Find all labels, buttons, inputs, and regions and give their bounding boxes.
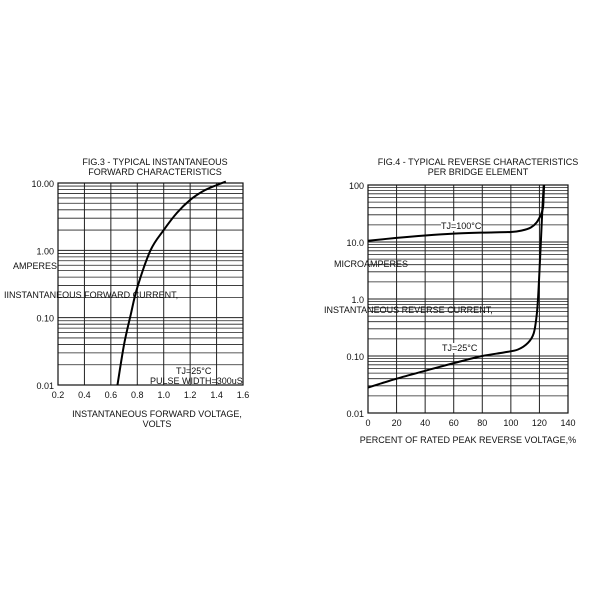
fig4-subtitle: PER BRIDGE ELEMENT	[427, 167, 529, 177]
x-tick-label: 40	[420, 418, 430, 428]
x-tick-label: 120	[532, 418, 547, 428]
plot-frame	[367, 184, 569, 414]
x-tick-label: 60	[449, 418, 459, 428]
plot-frame	[57, 182, 244, 386]
x-tick-label: 80	[477, 418, 487, 428]
y-tick-label: 1.0	[351, 295, 364, 305]
fig4-ylabel-unit: MICROAMPERES	[334, 259, 409, 269]
x-tick-label: 0.4	[78, 390, 91, 400]
y-tick-label: 1.00	[36, 246, 54, 256]
y-tick-label: 0.01	[346, 409, 364, 419]
y-tick-label: 100	[349, 181, 364, 191]
x-tick-label: 20	[392, 418, 402, 428]
fig3-plot: 0.2 0.4 0.6 0.8 1.0 1.2 1.4 1.6 0.01 0.10 1.00 10.0…	[31, 179, 249, 400]
fig3-xlabel: INSTANTANEOUS FORWARD VOLTAGE,	[72, 409, 242, 419]
fig3-ylabel: IINSTANTANEOUS FORWARD CURRENT,	[4, 290, 179, 300]
fig4-series-label-25c: TJ=25°C	[442, 343, 478, 353]
series-line-0	[367, 184, 546, 242]
y-tick-label: 0.01	[36, 381, 54, 391]
y-tick-label: 10.0	[346, 238, 364, 248]
series-line-1	[367, 184, 545, 389]
x-tick-label: 0.8	[131, 390, 144, 400]
y-tick-label: 0.10	[346, 352, 364, 362]
fig3-ylabel-unit: AMPERES	[13, 261, 58, 271]
fig3-annotation-temp: TJ=25°C	[176, 366, 212, 376]
fig3-xlabel-unit: VOLTS	[142, 419, 172, 429]
x-tick-label: 0.2	[52, 390, 65, 400]
series-line-0	[116, 180, 227, 386]
x-tick-label: 1.0	[157, 390, 170, 400]
fig4-series-label-100c: TJ=100°C	[441, 221, 482, 231]
fig4-xlabel: PERCENT OF RATED PEAK REVERSE VOLTAGE,%	[359, 435, 577, 445]
fig3-title: FIG.3 - TYPICAL INSTANTANEOUS	[82, 157, 228, 167]
fig4-title: FIG.4 - TYPICAL REVERSE CHARACTERISTICS	[377, 157, 579, 167]
fig3-subtitle: FORWARD CHARACTERISTICS	[88, 167, 222, 177]
x-tick-label: 140	[560, 418, 575, 428]
x-tick-label: 0	[365, 418, 370, 428]
y-tick-label: 0.10	[36, 314, 54, 324]
fig3-annotation-pulse: PULSE WIDTH=300uS	[150, 376, 243, 386]
x-tick-label: 1.2	[184, 390, 197, 400]
x-tick-label: 100	[503, 418, 518, 428]
x-tick-label: 1.4	[210, 390, 223, 400]
fig4-ylabel: INSTANTANEOUS REVERSE CURRENT,	[324, 305, 493, 315]
x-tick-label: 1.6	[237, 390, 250, 400]
y-tick-label: 10.00	[31, 179, 54, 189]
x-tick-label: 0.6	[105, 390, 118, 400]
